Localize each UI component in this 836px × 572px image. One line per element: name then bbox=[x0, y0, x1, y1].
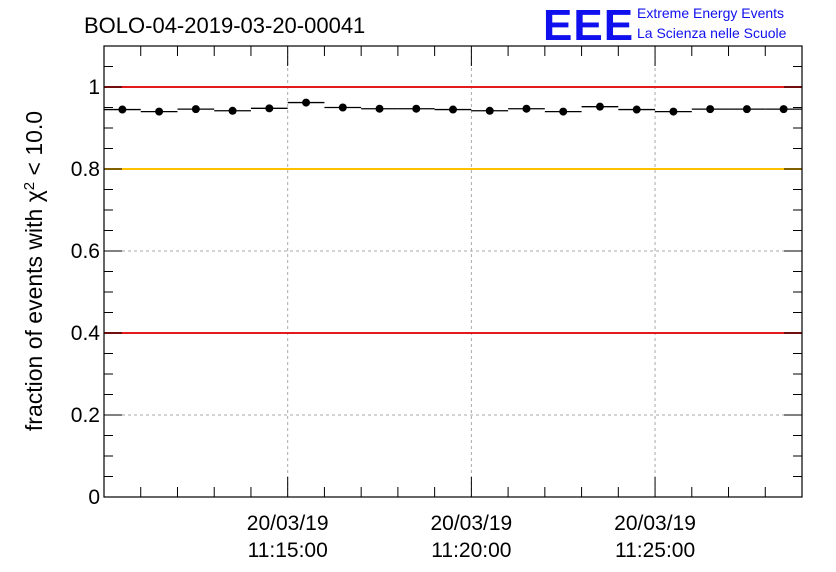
data-point bbox=[706, 105, 715, 114]
data-point bbox=[375, 104, 384, 113]
data-series bbox=[104, 98, 802, 116]
data-point bbox=[779, 105, 788, 114]
y-tick-labels: 0 0.2 0.4 0.6 0.8 1 bbox=[71, 76, 101, 509]
y-tick-label: 0.6 bbox=[71, 240, 100, 263]
data-point bbox=[338, 103, 347, 112]
chart-title: BOLO-04-2019-03-20-00041 bbox=[84, 13, 365, 38]
data-point bbox=[449, 105, 457, 114]
x-tick-time-label: 11:15:00 bbox=[248, 539, 328, 562]
x-tick-labels: 20/03/19 11:15:00 20/03/19 11:20:00 20/03/19… bbox=[247, 512, 696, 562]
x-tick-date-label: 20/03/19 bbox=[614, 512, 696, 535]
data-point bbox=[669, 107, 678, 116]
eee-logo: EEE Extreme Energy Events La Scienza nel… bbox=[543, 1, 787, 50]
data-point bbox=[265, 104, 274, 113]
eee-logo-mark: EEE bbox=[543, 1, 634, 50]
data-point bbox=[522, 104, 531, 113]
data-point bbox=[155, 107, 164, 116]
data-point bbox=[228, 106, 237, 115]
x-tick-date-label: 20/03/19 bbox=[247, 512, 329, 535]
data-point bbox=[302, 98, 311, 107]
data-point bbox=[485, 106, 494, 115]
x-tick-time-label: 11:25:00 bbox=[615, 539, 695, 562]
y-tick-label: 1 bbox=[88, 76, 100, 99]
x-tick-time-label: 11:20:00 bbox=[431, 539, 511, 562]
data-point bbox=[595, 102, 604, 111]
eee-logo-line2: La Scienza nelle Scuole bbox=[637, 25, 787, 41]
data-point bbox=[742, 105, 751, 114]
y-tick-label: 0.2 bbox=[71, 404, 100, 427]
y-tick-label: 0.8 bbox=[71, 158, 100, 181]
data-point bbox=[191, 105, 200, 114]
eee-logo-line1: Extreme Energy Events bbox=[637, 5, 784, 21]
y-tick-label: 0.4 bbox=[71, 322, 101, 345]
data-point bbox=[412, 104, 421, 113]
reference-lines bbox=[104, 86, 802, 334]
data-point bbox=[118, 105, 127, 114]
y-tick-label: 0 bbox=[88, 486, 100, 509]
x-tick-date-label: 20/03/19 bbox=[430, 512, 512, 535]
y-axis-label: fraction of events with χ2 < 10.0 bbox=[21, 111, 48, 431]
data-point bbox=[559, 107, 568, 116]
axis-ticks bbox=[103, 45, 803, 498]
data-point bbox=[632, 105, 641, 114]
